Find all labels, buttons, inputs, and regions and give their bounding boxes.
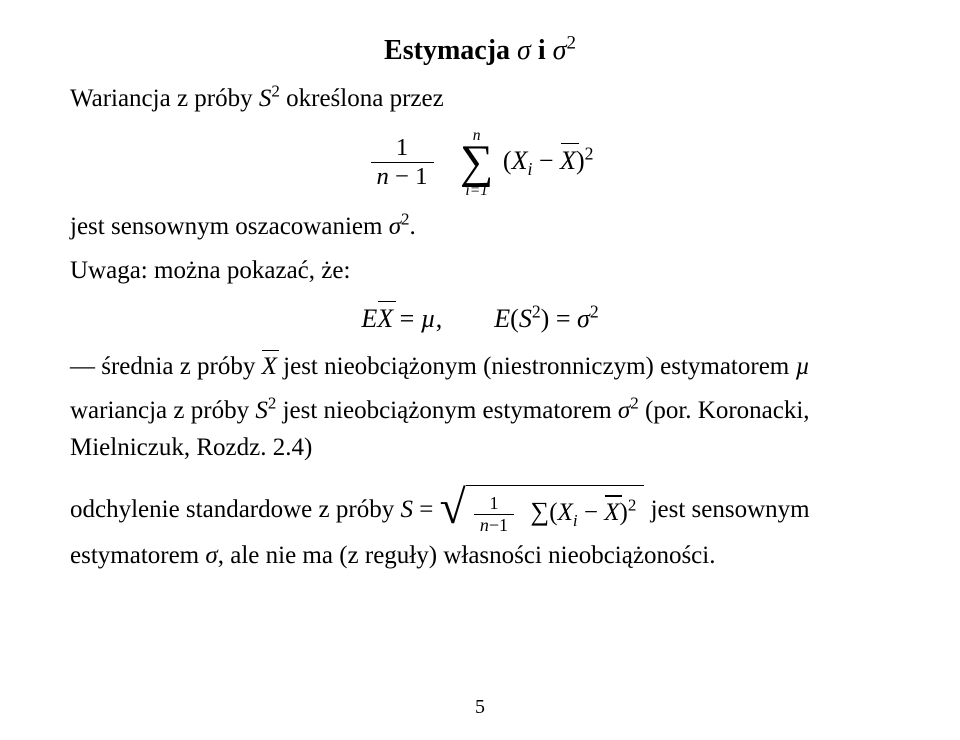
eq1-close: ) <box>576 146 585 175</box>
p6-S: S <box>400 496 413 523</box>
title-sigma: σ <box>517 35 531 66</box>
p6-sigma: σ <box>205 542 217 569</box>
p6-sum: ∑ <box>531 497 550 526</box>
p4-mu: µ <box>796 353 810 380</box>
p5-sigma: σ <box>618 397 630 424</box>
eq1-frac: 1 n − 1 <box>371 134 434 192</box>
title-sigma2: σ <box>553 35 567 66</box>
p2-sq: 2 <box>401 210 410 229</box>
equation-2: EX = µ, E(S2) = σ2 <box>70 299 890 338</box>
p2-dot: . <box>410 213 416 240</box>
title-exp2: 2 <box>566 33 576 54</box>
p6-open: ( <box>549 499 557 526</box>
eq2-eq2: = <box>549 304 577 333</box>
document-page: Estymacja σ i σ2 Wariancja z próby S2 ok… <box>0 0 960 601</box>
eq2-mu: µ <box>421 304 436 333</box>
eq1-Xi-X: X <box>512 146 528 175</box>
eq2-eq: = <box>393 304 421 333</box>
p6-frac: 1 n−1 <box>474 493 514 535</box>
eq2-open: ( <box>510 304 519 333</box>
paragraph-1: Wariancja z próby S2 określona przez <box>70 80 890 118</box>
p4-dash: — <box>70 353 101 380</box>
p6-frac-num: 1 <box>474 493 514 515</box>
p6-pre: odchylenie standardowe z próby <box>70 496 400 523</box>
p5-pre: wariancja z próby <box>70 397 255 424</box>
eq1-sum: n ∑ i=1 <box>460 128 493 199</box>
paragraph-5: wariancja z próby S 2 jest nieobciążonym … <box>70 392 890 467</box>
sqrt-icon: √ <box>440 494 466 523</box>
page-number: 5 <box>0 692 960 722</box>
paragraph-2: jest sensownym oszacowaniem σ2. <box>70 208 890 246</box>
title-and: i <box>531 35 553 66</box>
eq1-open: ( <box>503 146 512 175</box>
p2-pre: jest sensownym oszacowaniem <box>70 213 389 240</box>
p5-S: S <box>255 397 268 424</box>
equation-1: 1 n − 1 n ∑ i=1 (Xi − X)2 <box>70 128 890 199</box>
p1-pre: Wariancja z próby <box>70 85 259 112</box>
title-prefix: Estymacja <box>384 35 517 66</box>
p6-Xbar: X <box>604 494 619 532</box>
paragraph-6: odchylenie standardowe z próby S = √ 1 n… <box>70 485 890 575</box>
eq1-den-1: 1 <box>415 163 427 190</box>
eq1-frac-den: n − 1 <box>371 163 434 191</box>
p1-post: określona przez <box>280 85 444 112</box>
p6-sqrt: √ 1 n−1 ∑(Xi − X)2 <box>440 485 645 537</box>
p2-sigma: σ <box>389 213 401 240</box>
eq2-gap <box>442 304 494 333</box>
eq2-S: S <box>519 304 532 333</box>
p6-minus: − <box>578 499 605 526</box>
p6-post1: jest sensownym <box>644 496 809 523</box>
eq1-den-op: − <box>389 163 415 190</box>
p6-den-n: n <box>480 515 489 535</box>
eq1-minus: − <box>532 146 560 175</box>
eq1-pow: 2 <box>585 143 594 163</box>
p4-post: jest nieobciążonym (niestronniczym) esty… <box>277 353 796 380</box>
paragraph-4: — średnia z próby X jest nieobciążonym (… <box>70 348 890 386</box>
p1-S: S <box>259 85 272 112</box>
p6-pow: 2 <box>628 496 637 515</box>
eq2-E2: E <box>494 304 510 333</box>
p5-mid: jest nieobciążonym estymatorem <box>276 397 618 424</box>
eq2-sq2: 2 <box>590 302 599 322</box>
p6-sqrt-arg: 1 n−1 ∑(Xi − X)2 <box>466 485 644 537</box>
p6-eq: = <box>413 496 440 523</box>
sigma-icon: ∑ <box>460 143 493 183</box>
p6-post3: , ale nie ma (z reguły) własności nieobc… <box>218 542 716 569</box>
eq2-sigma: σ <box>577 304 590 333</box>
p4-Xbar: X <box>262 348 277 386</box>
p4-pre: średnia z próby <box>101 353 261 380</box>
eq2-Xbar: X <box>377 299 393 338</box>
p1-sq: 2 <box>271 82 280 101</box>
p6-frac-den: n−1 <box>474 515 514 536</box>
p6-den-1: 1 <box>499 515 508 535</box>
eq1-frac-num: 1 <box>371 134 434 163</box>
eq2-E1: E <box>361 304 377 333</box>
eq1-Xbar: X <box>560 141 576 180</box>
paragraph-3: Uwaga: można pokazać, że: <box>70 252 890 290</box>
p6-close: ) <box>620 499 628 526</box>
p6-den-op: − <box>489 515 499 535</box>
p6-Xi-X: X <box>558 499 573 526</box>
p5-sq2: 2 <box>630 394 639 413</box>
eq2-sq: 2 <box>532 302 541 322</box>
p6-post2: estymatorem <box>70 542 205 569</box>
page-title: Estymacja σ i σ2 <box>70 30 890 72</box>
eq1-den-n: n <box>377 163 389 190</box>
